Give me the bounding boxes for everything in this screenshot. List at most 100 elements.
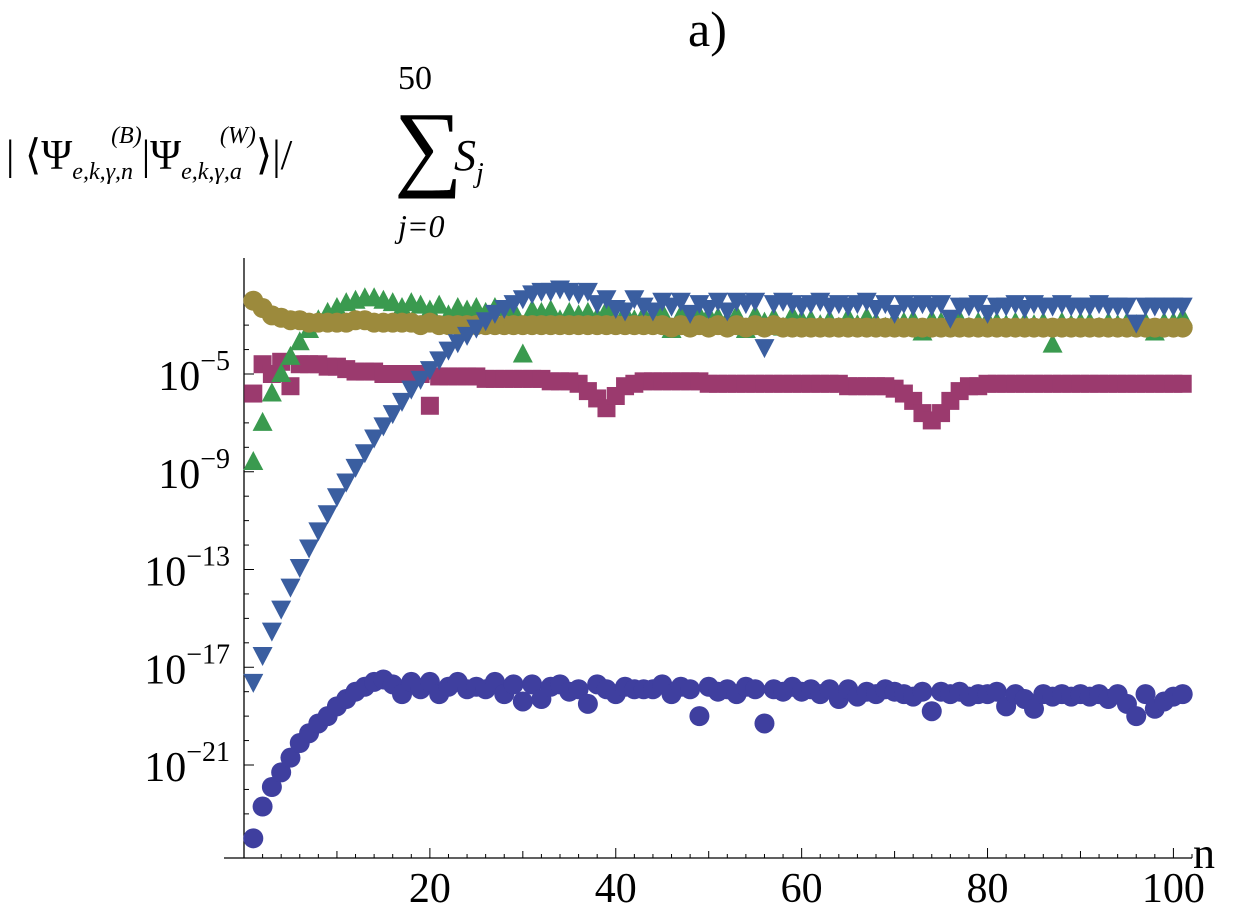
y-label-sup-w: (W) (219, 123, 256, 149)
x-tick-label: 80 (967, 866, 1009, 912)
data-point (420, 396, 439, 415)
data-point (244, 384, 263, 403)
data-point (680, 679, 701, 700)
data-point (1126, 706, 1147, 727)
data-point (624, 290, 645, 310)
panel-label: a) (688, 1, 727, 57)
data-point (410, 370, 431, 390)
data-point (708, 292, 728, 312)
y-label-sub-n: e,k,γ,n (72, 159, 134, 185)
data-point (326, 488, 347, 508)
data-point (475, 312, 496, 332)
data-point (280, 345, 301, 365)
x-axis-label: n (1193, 829, 1215, 878)
data-point (921, 701, 942, 722)
data-point (689, 295, 710, 315)
data-point (261, 776, 282, 797)
data-point (243, 673, 264, 693)
data-point (856, 292, 877, 312)
sum-term-s: S (454, 131, 476, 180)
sum-lower-limit: j=0 (398, 208, 445, 244)
data-point (912, 681, 933, 702)
data-point (280, 747, 301, 768)
data-point (670, 292, 691, 312)
data-point (271, 363, 292, 382)
data-point (457, 326, 478, 346)
data-point (512, 343, 533, 363)
sum-upper-limit: 50 (398, 60, 432, 97)
data-point (299, 539, 320, 559)
data-point (364, 429, 385, 449)
y-label-suffix: ⟩|/ (255, 133, 293, 179)
series-0-circle (243, 669, 1193, 849)
data-point (419, 299, 440, 319)
data-point (429, 294, 450, 314)
series-4-triangle-down (243, 280, 1193, 693)
data-point (1126, 314, 1147, 334)
data-point (419, 361, 440, 381)
data-point (401, 380, 422, 400)
data-point (261, 622, 282, 642)
data-point (754, 339, 775, 359)
data-point (354, 444, 375, 464)
x-tick-label: 20 (409, 866, 451, 912)
y-label-prefix: | ⟨ (6, 133, 42, 179)
y-label-psi-b: Ψ (41, 133, 73, 179)
y-label-sup-b: (B) (111, 123, 142, 149)
data-point (512, 691, 533, 712)
data-point (252, 796, 273, 817)
data-point (540, 299, 561, 319)
sum-term: Sj (454, 130, 484, 189)
data-point (392, 297, 412, 317)
data-point (1116, 297, 1137, 317)
y-axis-label-expression: | ⟨Ψe,k,γ,n (B)|Ψe,k,γ,a (W)⟩|/ (6, 123, 293, 185)
data-point (447, 334, 468, 354)
x-tick-label: 60 (781, 866, 823, 912)
data-point (243, 450, 264, 470)
data-point (438, 341, 459, 361)
y-tick-label: 10−21 (144, 737, 230, 791)
data-point (1173, 374, 1192, 393)
data-point (466, 319, 487, 339)
data-point (1024, 698, 1044, 719)
data-point (1172, 317, 1193, 338)
data-point (243, 828, 264, 849)
data-point (1172, 684, 1193, 705)
data-point (373, 417, 394, 437)
data-point (633, 297, 654, 317)
data-point (271, 762, 292, 783)
data-point (717, 302, 738, 322)
data-point (986, 681, 1007, 702)
data-point (1172, 297, 1193, 317)
data-point (252, 411, 273, 431)
data-point (252, 647, 273, 667)
data-point (577, 693, 598, 714)
data-point (596, 290, 617, 310)
data-marks (243, 280, 1193, 849)
y-tick-label: 10−13 (144, 542, 230, 596)
x-tick-label: 40 (595, 866, 637, 912)
data-point (382, 405, 403, 425)
data-point (289, 559, 310, 579)
sum-term-sub-j: j (476, 158, 484, 189)
data-point (289, 331, 310, 351)
y-tick-label: 10−5 (158, 346, 230, 400)
sum-symbol: ∑ (394, 92, 463, 199)
data-point (931, 295, 952, 315)
data-point (977, 304, 998, 324)
data-point (308, 522, 329, 542)
data-point (754, 713, 775, 734)
data-point (940, 309, 961, 329)
y-tick-label: 10−17 (144, 639, 230, 693)
data-point (615, 302, 636, 322)
data-point (1005, 295, 1026, 315)
y-axis-label: | ⟨Ψe,k,γ,n (B)|Ψe,k,γ,a (W)⟩|/ 50 ∑ Sj j=… (6, 60, 566, 260)
data-point (1042, 333, 1063, 353)
data-point (968, 295, 989, 315)
data-point (261, 382, 282, 402)
data-point (280, 578, 301, 598)
y-label-mid: |Ψ (141, 133, 182, 179)
data-point (503, 674, 524, 695)
data-point (345, 458, 366, 478)
